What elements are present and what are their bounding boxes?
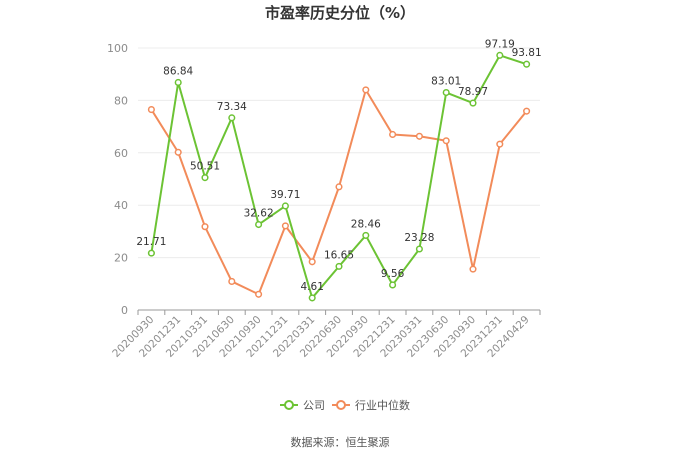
chart-title: 市盈率历史分位（%） xyxy=(265,4,415,22)
point-industry-median xyxy=(362,86,370,94)
data-label: 23.28 xyxy=(404,232,434,244)
data-label: 83.01 xyxy=(431,76,461,88)
data-label: 16.65 xyxy=(324,249,354,261)
point-company xyxy=(255,220,263,229)
point-industry-median xyxy=(496,140,504,148)
point-company xyxy=(201,174,209,182)
point-company xyxy=(147,249,155,257)
point-industry-median xyxy=(335,183,343,191)
legend[interactable]: 公司 行业中位数 xyxy=(280,398,410,412)
point-company xyxy=(281,202,289,210)
series-lines xyxy=(147,51,531,302)
y-tick-label: 100 xyxy=(107,42,128,55)
y-tick-label: 80 xyxy=(114,94,128,107)
source-note: 数据来源：恒生聚源 xyxy=(291,435,390,449)
data-label: 32.62 xyxy=(244,208,274,220)
point-industry-median xyxy=(415,132,423,140)
point-company xyxy=(523,60,531,68)
legend-item-company[interactable]: 公司 xyxy=(280,399,325,412)
point-industry-median xyxy=(389,130,397,139)
point-industry-median xyxy=(147,106,155,114)
point-industry-median xyxy=(469,265,477,273)
point-company xyxy=(415,245,423,253)
legend-item-industry-median[interactable]: 行业中位数 xyxy=(332,398,410,412)
point-company xyxy=(228,114,236,122)
point-company xyxy=(362,231,370,239)
point-company xyxy=(442,88,450,97)
point-industry-median xyxy=(281,222,289,230)
point-company xyxy=(174,78,182,87)
point-company xyxy=(335,262,343,270)
point-company xyxy=(496,51,504,59)
point-industry-median xyxy=(523,107,531,115)
data-label: 21.71 xyxy=(136,236,166,248)
data-label: 73.34 xyxy=(217,101,247,113)
data-label: 78.97 xyxy=(458,86,488,98)
point-company xyxy=(389,281,397,289)
point-industry-median xyxy=(174,148,182,156)
data-labels: 21.71 86.84 50.51 73.34 32.62 39.71 4.61 16.65 2… xyxy=(136,38,541,293)
data-label: 93.81 xyxy=(512,47,542,59)
data-label: 4.61 xyxy=(301,281,324,293)
point-industry-median xyxy=(308,258,316,266)
data-label: 86.84 xyxy=(163,65,193,77)
data-label: 28.46 xyxy=(351,218,381,230)
y-tick-label: 60 xyxy=(114,147,128,160)
point-company xyxy=(308,294,316,302)
point-industry-median xyxy=(228,277,236,285)
y-axis: 0 20 40 60 80 100 xyxy=(107,42,128,317)
point-industry-median xyxy=(442,137,450,145)
y-tick-label: 20 xyxy=(114,252,128,265)
point-company xyxy=(469,99,477,107)
data-label: 9.56 xyxy=(381,268,405,280)
data-label: 39.71 xyxy=(270,189,300,201)
point-industry-median xyxy=(201,223,209,231)
point-industry-median xyxy=(255,290,263,298)
data-label: 50.51 xyxy=(190,161,220,173)
legend-label-company: 公司 xyxy=(303,399,325,412)
x-axis: 2020093020201231202103312021063020210930… xyxy=(110,309,541,360)
y-tick-label: 0 xyxy=(121,304,128,317)
y-tick-label: 40 xyxy=(114,199,128,212)
data-label: 97.19 xyxy=(485,38,515,50)
legend-label-industry-median: 行业中位数 xyxy=(355,398,410,412)
